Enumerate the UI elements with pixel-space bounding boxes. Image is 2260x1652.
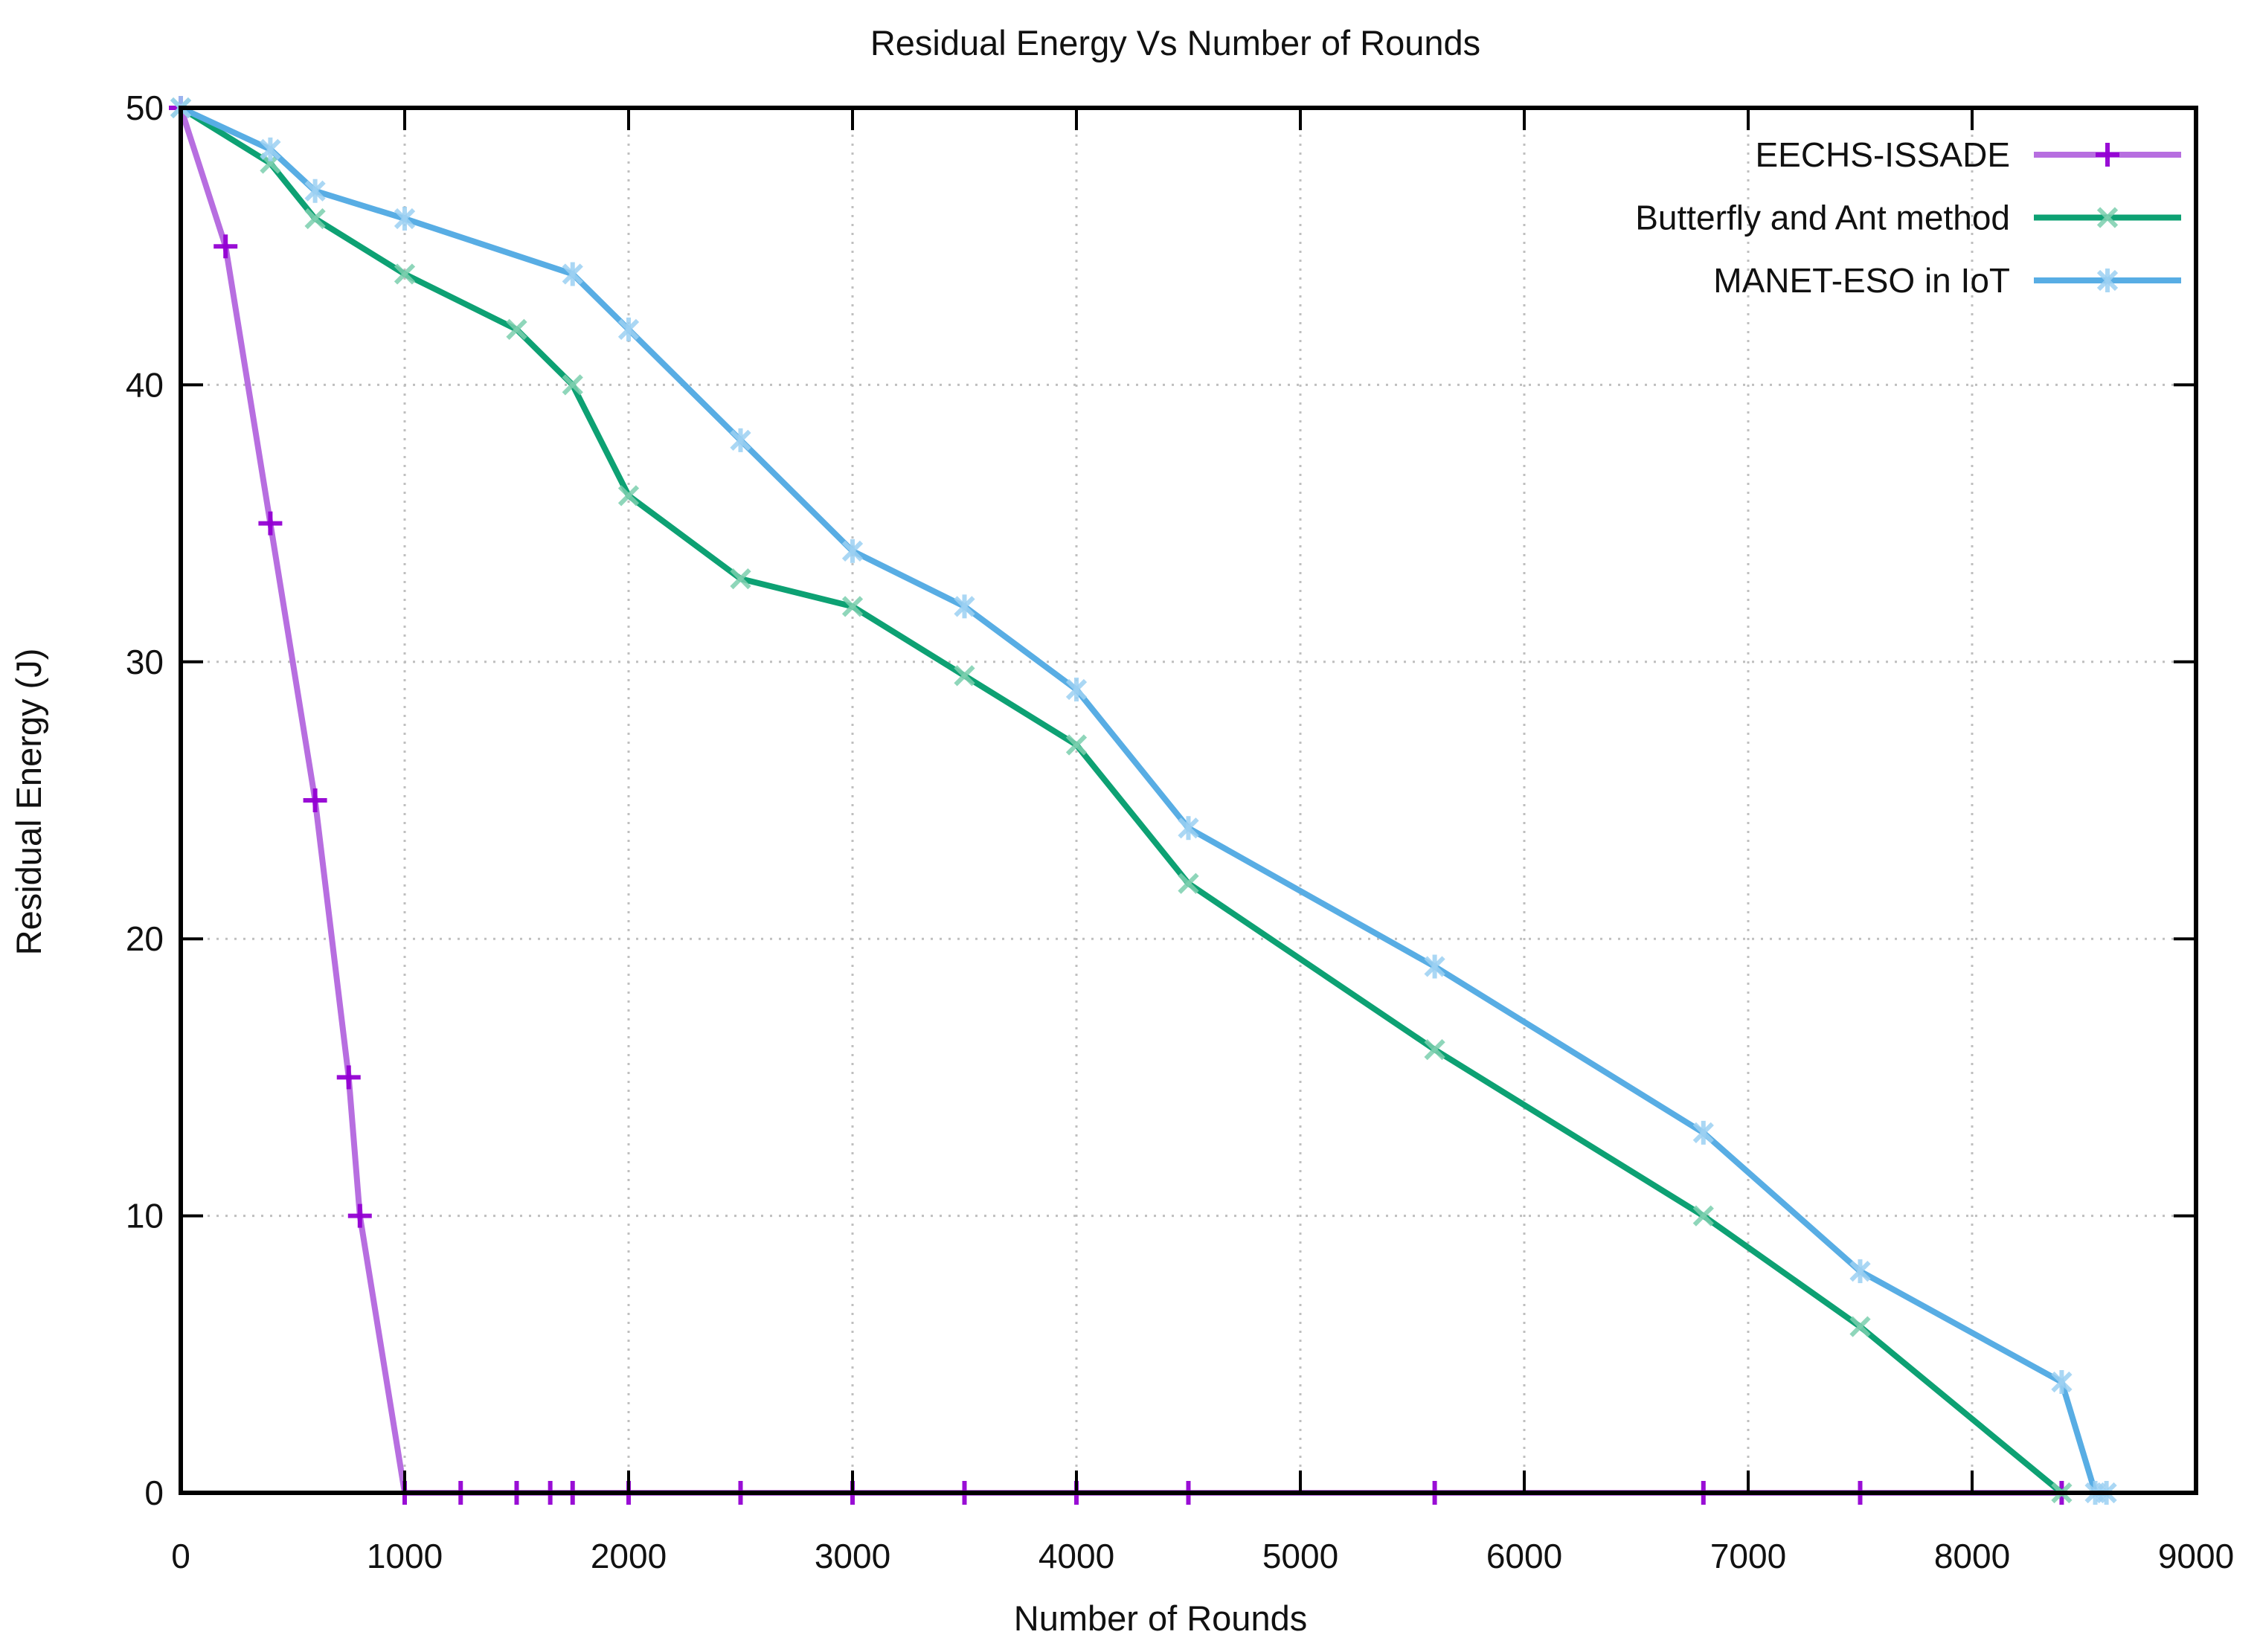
data-point-marker-asterisk-icon	[841, 540, 864, 562]
x-tick-label-8000: 8000	[1934, 1537, 2010, 1575]
x-tick-label-0: 0	[171, 1537, 190, 1575]
data-point-marker-asterisk-icon	[1178, 817, 1199, 839]
legend-item-eechs-issade: EECHS-ISSADE	[1755, 135, 2181, 174]
data-point-marker-asterisk-icon	[1065, 678, 1088, 701]
chart-title: Residual Energy Vs Number of Rounds	[870, 23, 1480, 62]
x-tick-label-3000: 3000	[815, 1537, 890, 1575]
data-point-marker-asterisk-icon	[304, 180, 326, 202]
data-point-marker-asterisk-icon	[730, 429, 751, 451]
data-point-marker-asterisk-icon	[1424, 956, 1445, 977]
data-point-marker-cross-icon	[730, 568, 751, 590]
data-point-marker-cross-icon	[954, 665, 975, 687]
data-point-marker-asterisk-icon	[617, 318, 640, 341]
legend-label: EECHS-ISSADE	[1755, 135, 2010, 174]
series-butterfly-and-ant-method	[170, 97, 2073, 1504]
data-point-marker-cross-icon	[1424, 1039, 1445, 1061]
data-point-marker-cross-icon	[1692, 1205, 1714, 1227]
y-tick-label-10: 10	[126, 1197, 164, 1235]
x-tick-label-2000: 2000	[591, 1537, 667, 1575]
y-tick-label-0: 0	[144, 1473, 164, 1512]
data-point-marker-asterisk-icon	[394, 208, 416, 230]
x-axis-label: Number of Rounds	[1014, 1598, 1307, 1638]
grid-layer	[181, 108, 2196, 1493]
y-tick-label-30: 30	[126, 643, 164, 681]
data-point-marker-cross-icon	[394, 263, 416, 285]
data-point-marker-asterisk-icon	[1849, 1260, 1871, 1282]
x-tick-label-4000: 4000	[1038, 1537, 1114, 1575]
x-tick-label-9000: 9000	[2158, 1537, 2234, 1575]
data-point-marker-cross-icon	[1065, 734, 1088, 756]
data-point-marker-asterisk-icon	[2051, 1371, 2073, 1393]
series-manet-eso-in-iot	[170, 96, 2117, 1505]
x-tick-label-7000: 7000	[1710, 1537, 1786, 1575]
tick-label-layer: 0 1000 2000 3000 4000 5000 6000 7000 8000 9000 0 10…	[126, 89, 2234, 1575]
data-point-marker-cross-icon	[2096, 207, 2119, 228]
data-point-marker-cross-icon	[1178, 872, 1199, 894]
x-tick-label-5000: 5000	[1262, 1537, 1338, 1575]
data-point-marker-cross-icon	[1849, 1316, 1871, 1337]
y-tick-label-20: 20	[126, 919, 164, 958]
series-line	[178, 105, 2110, 1496]
data-point-marker-asterisk-icon	[954, 596, 975, 617]
x-tick-label-1000: 1000	[367, 1537, 443, 1575]
data-point-marker-asterisk-icon	[260, 138, 281, 160]
legend-label: MANET-ESO in IoT	[1713, 261, 2010, 300]
axis-layer	[179, 106, 2198, 1495]
y-tick-label-50: 50	[126, 89, 164, 127]
data-point-marker-asterisk-icon	[562, 263, 583, 285]
data-point-marker-cross-icon	[562, 374, 583, 396]
series-layer	[169, 96, 2117, 1505]
y-tick-label-40: 40	[126, 365, 164, 404]
legend-item-manet-eso-in-iot: MANET-ESO in IoT	[1713, 261, 2181, 300]
x-tick-label-6000: 6000	[1486, 1537, 1562, 1575]
data-point-marker-cross-icon	[841, 596, 864, 617]
legend: EECHS-ISSADE Butterfly and Ant method MANE…	[1635, 135, 2181, 300]
data-point-marker-cross-icon	[617, 485, 640, 507]
y-axis-label: Residual Energy (J)	[9, 649, 48, 956]
plot-border	[179, 106, 2198, 1495]
data-point-marker-cross-icon	[506, 318, 527, 341]
legend-item-butterfly-and-ant-method: Butterfly and Ant method	[1635, 199, 2181, 237]
data-point-marker-asterisk-icon	[2096, 269, 2119, 292]
series-line	[178, 105, 2065, 1496]
data-point-marker-cross-icon	[304, 208, 326, 230]
legend-label: Butterfly and Ant method	[1635, 199, 2010, 237]
data-point-marker-asterisk-icon	[1692, 1122, 1714, 1144]
